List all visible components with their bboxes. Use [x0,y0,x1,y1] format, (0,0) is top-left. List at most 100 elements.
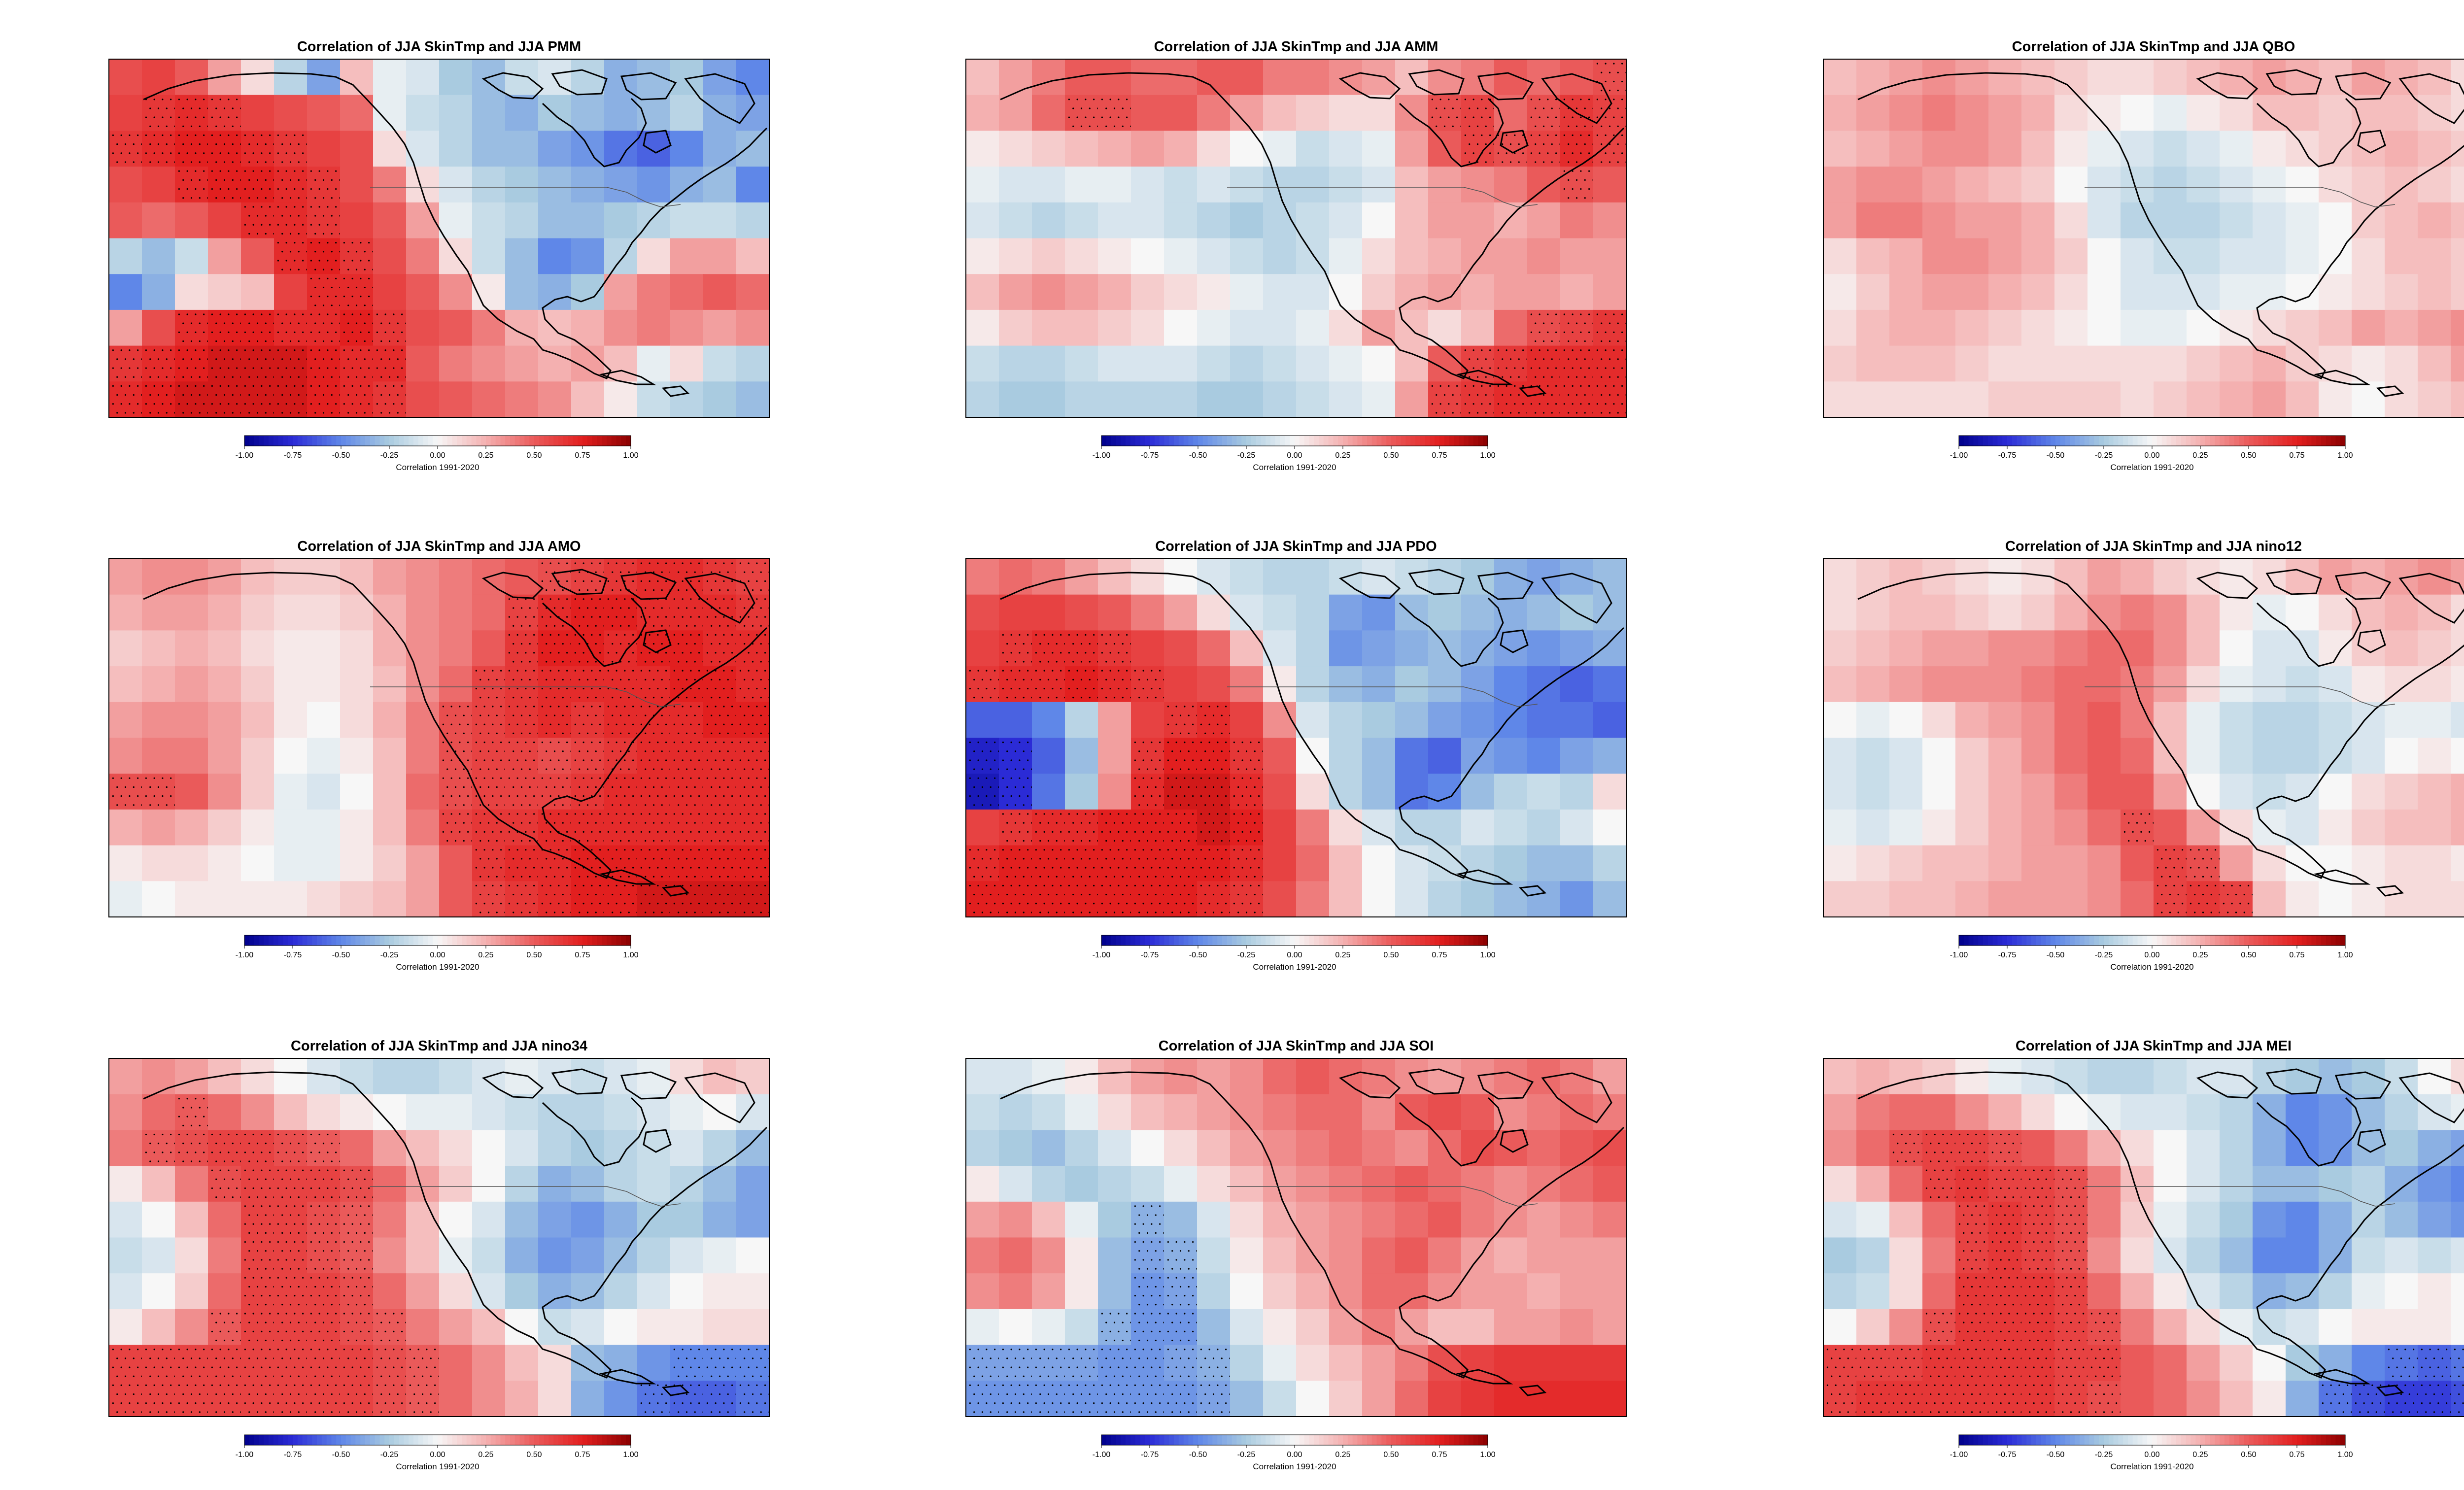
heatmap-cell [1856,1345,1890,1381]
heatmap-cell [1197,1058,1231,1095]
heatmap-cell [373,559,407,595]
significance-stipple [1134,670,1165,699]
heatmap-cell [1065,167,1098,203]
heatmap-cell [1131,881,1164,917]
heatmap-cell [1329,1381,1363,1417]
heatmap-cell [1560,274,1594,310]
heatmap-cell [2319,131,2352,167]
heatmap-cell [1461,738,1495,774]
heatmap-cell [1230,774,1264,810]
heatmap-cell [1593,845,1626,881]
heatmap-cell [175,1273,208,1310]
significance-stipple [1826,1384,1857,1413]
colorbar: -1.00 -0.75 -0.50 -0.25 0.00 0.25 0.50 0.75 1.00… [236,435,639,472]
heatmap-cell [2220,1130,2253,1166]
heatmap-cell [2154,238,2187,274]
heatmap-cell [1955,594,1989,631]
heatmap-cell [1197,131,1231,167]
heatmap-cell [2319,95,2352,131]
map-frame [965,1058,1627,1417]
heatmap-cell [1527,1309,1561,1346]
significance-stipple [1101,813,1132,842]
heatmap-cell [1955,1345,1989,1381]
heatmap-cell [2121,238,2154,274]
heatmap-cell [736,738,769,774]
heatmap-cell [1098,702,1131,739]
heatmap-cell [571,594,605,631]
colorbar-tick-label: 0.75 [2289,951,2304,959]
heatmap-cell [1889,809,1923,846]
heatmap-cell [1461,345,1495,382]
heatmap-cell [208,1345,241,1381]
colorbar-tick-label: 0.00 [430,951,445,959]
heatmap-cell [637,738,671,774]
heatmap-cell [241,1345,274,1381]
significance-stipple [1101,634,1132,663]
heatmap-cell [999,702,1032,739]
heatmap-cell [1098,1130,1131,1166]
heatmap-cell [340,238,374,274]
significance-stipple [739,741,769,770]
heatmap-cell [340,202,374,239]
heatmap-cell [1230,881,1264,917]
heatmap-cell [1527,1166,1561,1202]
colorbar-tick-label: -0.25 [1237,451,1256,460]
heatmap-cell [505,594,539,631]
significance-stipple [640,884,671,914]
heatmap-cell [1329,1130,1363,1166]
heatmap-cell [1065,809,1098,846]
heatmap-cell [2352,274,2385,310]
heatmap-cell [604,1309,638,1346]
heatmap-cell [637,666,671,703]
coastline [1857,1068,2464,1396]
heatmap-cell [1296,845,1330,881]
heatmap-cell [1263,1273,1297,1310]
heatmap-cell [175,167,208,203]
heatmap-cell [2253,1309,2286,1346]
heatmap-cell [373,1381,407,1417]
heatmap-cell [373,666,407,703]
heatmap-cell [1889,881,1923,917]
heatmap-cell [373,381,407,417]
heatmap-cell [736,1130,769,1166]
heatmap-cell [2352,167,2385,203]
significance-stipple [2057,1277,2088,1306]
heatmap-cell [966,1058,999,1095]
heatmap-cell [1164,809,1198,846]
heatmap-cell [1560,774,1594,810]
heatmap-cell [670,809,704,846]
heatmap-cell [1461,594,1495,631]
heatmap-cell [1098,167,1131,203]
heatmap-cell [1461,1166,1495,1202]
heatmap-cell [439,95,473,131]
panel-title: Correlation of JJA SkinTmp and JJA MEI [2016,1038,2292,1054]
significance-stipple [574,598,605,627]
heatmap-cell [1494,666,1528,703]
heatmap-cell [406,345,440,382]
heatmap-cell [307,845,341,881]
heatmap-cell [373,809,407,846]
heatmap-cell [2088,1094,2121,1130]
heatmap-cell [1230,1273,1264,1310]
heatmap-cell [1823,381,1857,417]
heatmap-cell [1296,1094,1330,1130]
heatmap-cell [2385,738,2418,774]
heatmap-cell [538,1094,572,1130]
heatmap-cell [2319,1345,2352,1381]
heatmap-cell [2253,666,2286,703]
significance-stipple [2024,1277,2055,1306]
heatmap-cell [538,1201,572,1238]
heatmap-cell [274,1201,308,1238]
heatmap-cell [1922,738,1956,774]
heatmap-cell [208,131,241,167]
heatmap-cell [175,702,208,739]
heatmap-cell [1428,274,1462,310]
heatmap-cell [1131,630,1164,667]
heatmap-cell [2253,274,2286,310]
heatmap-cell [1560,345,1594,382]
heatmap-cell [1329,131,1363,167]
significance-stipple [310,1313,341,1342]
heatmap-cell [373,1130,407,1166]
heatmap-cell [274,1130,308,1166]
heatmap-cell [373,774,407,810]
